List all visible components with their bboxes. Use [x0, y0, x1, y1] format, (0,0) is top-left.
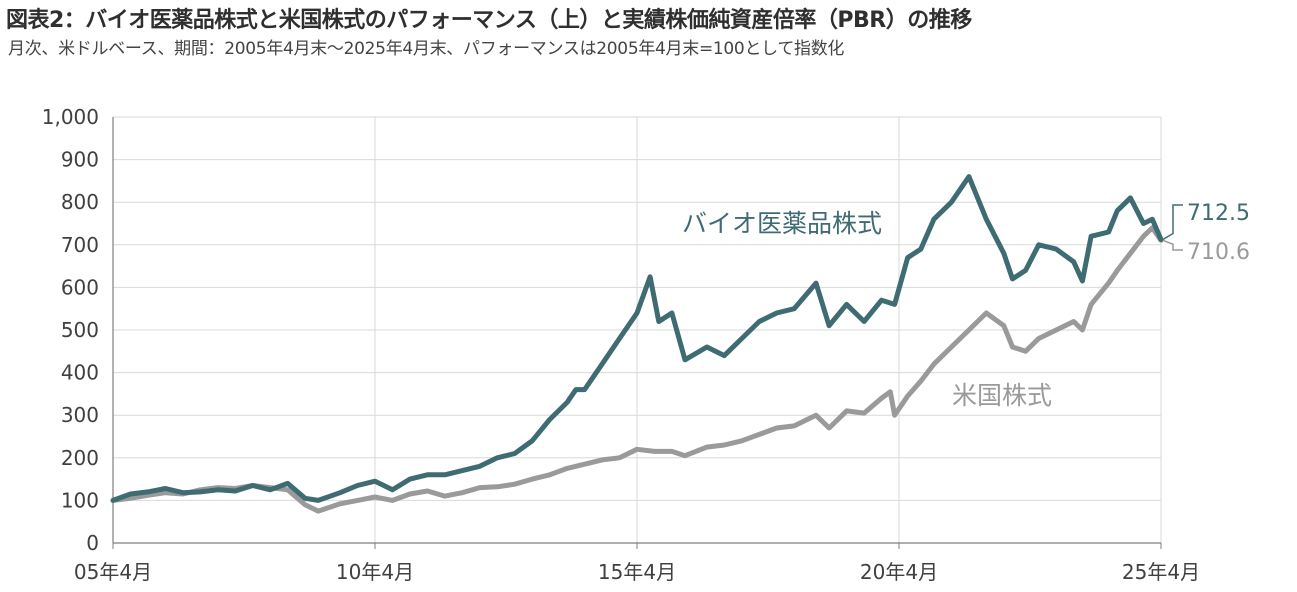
x-tick-label: 05年4月: [74, 560, 152, 584]
chart-title: 図表2：バイオ医薬品株式と米国株式のパフォーマンス（上）と実績株価純資産倍率（P…: [6, 8, 972, 33]
series-line-us: [110, 225, 1164, 514]
y-tick-label: 300: [61, 403, 99, 427]
series-label-bio: バイオ医薬品株式: [682, 209, 882, 238]
x-tick-label: 10年4月: [336, 560, 414, 584]
axes: 0 100 200 300 400 500 600 700 800 900 1,000 05年4月 10…: [42, 105, 1200, 584]
y-tick-label: 0: [86, 531, 99, 555]
chart-subtitle: 月次、米ドルベース、期間：2005年4月末～2025年4月末、パフォーマンスは2…: [8, 39, 845, 59]
y-tick-label: 200: [61, 446, 99, 470]
y-tick-label: 1,000: [42, 105, 99, 129]
y-tick-label: 900: [61, 148, 99, 172]
end-leader-bio: [1162, 204, 1183, 241]
y-tick-label: 500: [61, 318, 99, 342]
end-value-label-us: 710.6: [1187, 240, 1250, 265]
series-line-bio: [110, 174, 1164, 503]
x-tick-label: 25年4月: [1122, 560, 1200, 584]
x-tick-label: 15年4月: [598, 560, 676, 584]
y-tick-label: 700: [61, 233, 99, 257]
y-tick-label: 800: [61, 190, 99, 214]
y-tick-label: 100: [61, 488, 99, 512]
y-tick-label: 600: [61, 275, 99, 299]
series-label-us: 米国株式: [952, 381, 1052, 410]
y-tick-label: 400: [61, 361, 99, 385]
x-tick-label: 20年4月: [860, 560, 938, 584]
end-leader-us: [1162, 239, 1183, 251]
gridlines: [112, 116, 1162, 543]
end-value-label-bio: 712.5: [1187, 201, 1250, 226]
series-lines: [110, 174, 1164, 514]
